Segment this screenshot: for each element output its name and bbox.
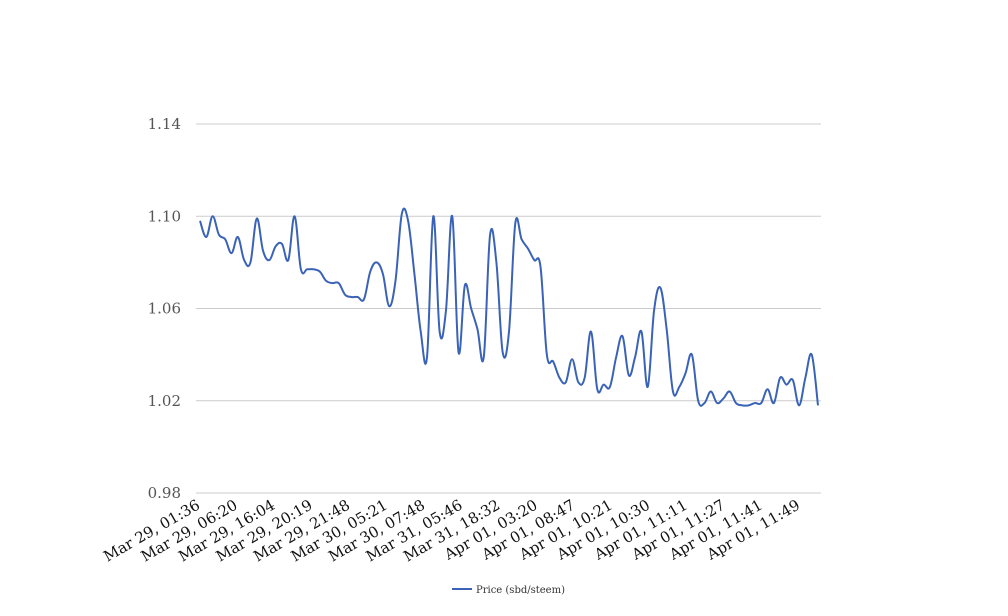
y-tick-label: 1.14: [148, 115, 181, 133]
legend-label: Price (sbd/steem): [476, 585, 565, 596]
y-tick-label: 1.10: [148, 207, 181, 225]
y-tick-label: 1.06: [148, 300, 181, 318]
y-tick-label: 1.02: [148, 392, 181, 410]
series-line-price: [199, 207, 819, 407]
y-tick-label: 0.98: [148, 484, 181, 502]
y-axis-ticks: 0.98 1.02 1.06 1.10 1.14: [148, 115, 181, 502]
legend: Price (sbd/steem): [452, 585, 565, 596]
series-layer: [199, 207, 819, 407]
gridlines: [196, 123, 821, 494]
